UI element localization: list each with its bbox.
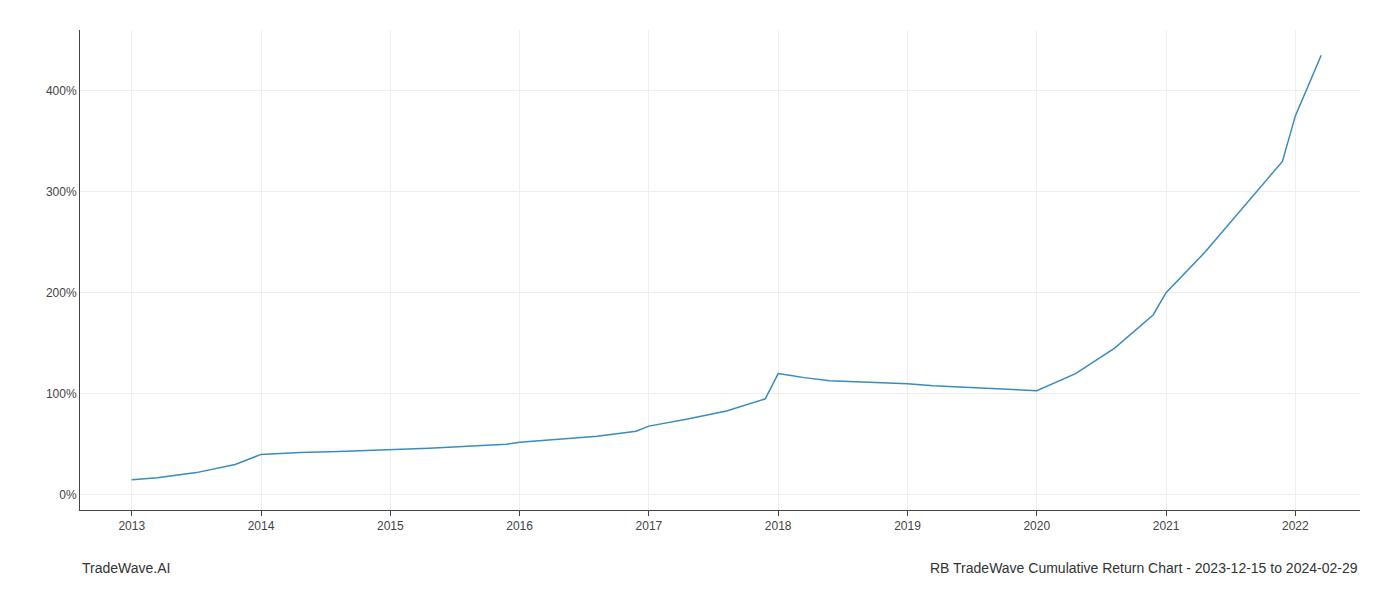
svg-text:2022: 2022 [1282,519,1309,533]
svg-text:2014: 2014 [248,519,275,533]
svg-text:RB TradeWave Cumulative Return: RB TradeWave Cumulative Return Chart - 2… [930,560,1358,576]
svg-text:2017: 2017 [636,519,663,533]
svg-text:2019: 2019 [894,519,921,533]
svg-text:TradeWave.AI: TradeWave.AI [82,560,170,576]
svg-text:2018: 2018 [765,519,792,533]
svg-text:2020: 2020 [1023,519,1050,533]
svg-text:300%: 300% [46,185,77,199]
svg-text:400%: 400% [46,84,77,98]
svg-text:2021: 2021 [1153,519,1180,533]
svg-text:2016: 2016 [506,519,533,533]
svg-text:0%: 0% [59,488,77,502]
svg-text:2015: 2015 [377,519,404,533]
svg-text:100%: 100% [46,387,77,401]
svg-text:2013: 2013 [118,519,145,533]
svg-text:200%: 200% [46,286,77,300]
